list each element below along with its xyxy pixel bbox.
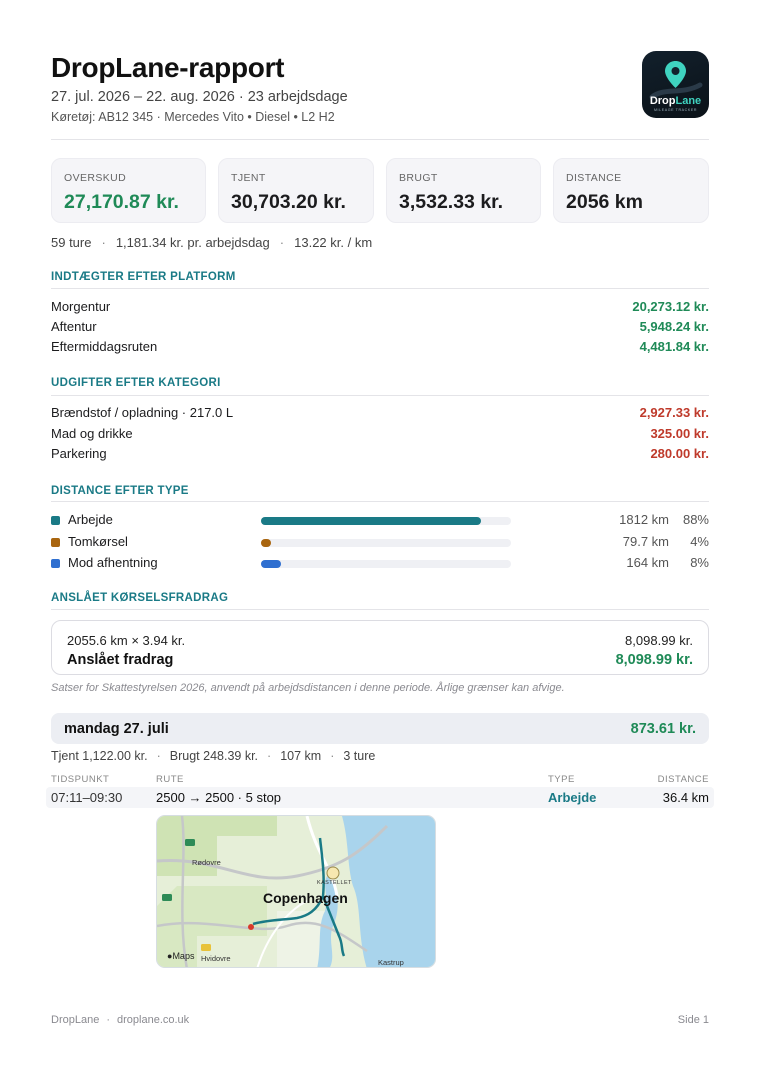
map-label-rodovre: Rødovre (192, 858, 221, 867)
progress-track (261, 539, 511, 547)
trip-distance: 36.4 km (662, 790, 709, 805)
progress-fill (261, 560, 281, 568)
section-divider (51, 609, 709, 610)
logo-tagline: MILEAGE TRACKER (653, 108, 698, 112)
column-header-route: RUTE (156, 774, 184, 785)
map-graphic (157, 816, 435, 967)
section-divider (51, 501, 709, 502)
income-row: Morgentur 20,273.12 kr. (51, 299, 709, 314)
trip-route: 2500 → 2500 · 5 stop (156, 790, 282, 805)
expense-row: Parkering 280.00 kr. (51, 446, 709, 461)
footer-link[interactable]: droplane.co.uk (117, 1014, 190, 1026)
day-value: 873.61 kr. (630, 721, 696, 737)
section-title-distance: DISTANCE EFTER TYPE (51, 485, 189, 497)
card-label: TJENT (231, 172, 266, 184)
deduction-formula: 2055.6 km × 3.94 kr. (67, 633, 186, 648)
apple-icon: ● (167, 951, 173, 961)
income-row: Eftermiddagsruten 4,481.84 kr. (51, 339, 709, 354)
expense-row: Mad og drikke 325.00 kr. (51, 426, 709, 441)
deduction-total-label: Anslået fradrag (67, 652, 174, 668)
report-period: 27. jul. 2026 – 22. aug. 2026 · 23 arbej… (51, 89, 348, 105)
report-title: DropLane-rapport (51, 52, 285, 83)
day-header: mandag 27. juli 873.61 kr. (51, 713, 709, 744)
stat-trips: 59 ture (51, 235, 92, 250)
card-label: OVERSKUD (64, 172, 127, 184)
map-pin-icon (649, 61, 703, 100)
income-row: Aftentur 5,948.24 kr. (51, 319, 709, 334)
card-value: 30,703.20 kr. (231, 191, 346, 213)
card-label: BRUGT (399, 172, 438, 184)
card-profit: OVERSKUD 27,170.87 kr. (51, 158, 206, 223)
distance-row: Tomkørsel 79.7 km 4% (51, 534, 709, 552)
legend-swatch (51, 516, 60, 525)
progress-track (261, 517, 511, 525)
card-value: 2056 km (566, 191, 643, 213)
section-divider (51, 288, 709, 289)
route-map[interactable]: Rødovre KASTELLET Copenhagen Hvidovre Ka… (156, 815, 436, 968)
card-value: 27,170.87 kr. (64, 191, 179, 213)
progress-track (261, 560, 511, 568)
stat-per-km: 13.22 kr. / km (294, 235, 373, 250)
distance-row: Arbejde 1812 km 88% (51, 512, 709, 530)
trip-time: 07:11–09:30 (51, 790, 123, 805)
vehicle-info: Køretøj: AB12 345 · Mercedes Vito • Dies… (51, 110, 335, 124)
section-divider (51, 395, 709, 396)
progress-fill (261, 517, 481, 525)
map-label-city: Copenhagen (263, 890, 348, 906)
progress-fill (261, 539, 271, 547)
legend-swatch (51, 538, 60, 547)
droplane-logo: DropLane MILEAGE TRACKER (642, 51, 709, 118)
table-row: 07:11–09:30 2500 → 2500 · 5 stop Arbejde… (46, 787, 714, 808)
day-stats: Tjent 1,122.00 kr. · Brugt 248.39 kr. · 107 … (51, 749, 376, 763)
deduction-formula-value: 8,098.99 kr. (625, 633, 693, 648)
deduction-total-value: 8,098.99 kr. (615, 652, 693, 668)
card-distance: DISTANCE 2056 km (553, 158, 709, 223)
header-divider (51, 139, 709, 140)
column-header-time: TIDSPUNKT (51, 774, 110, 785)
day-name: mandag 27. juli (64, 721, 169, 737)
card-label: DISTANCE (566, 172, 622, 184)
stat-per-day: 1,181.34 kr. pr. arbejdsdag (115, 235, 270, 250)
expense-row: Brændstof / opladning · 217.0 L 2,927.33 … (51, 405, 709, 420)
section-title-deduction: ANSLÅET KØRSELSFRADRAG (51, 592, 229, 604)
map-label-hvidovre: Hvidovre (201, 954, 231, 963)
maps-attribution: ●Maps (167, 951, 195, 961)
deduction-box: 2055.6 km × 3.94 kr. 8,098.99 kr. Anslåe… (51, 620, 709, 675)
section-title-income: INDTÆGTER EFTER PLATFORM (51, 271, 236, 283)
deduction-note: Satser for Skattestyrelsen 2026, anvendt… (51, 682, 565, 694)
footer-brand: DropLane · droplane.co.uk (51, 1014, 190, 1026)
column-header-type: TYPE (548, 774, 575, 785)
section-title-expenses: UDGIFTER EFTER KATEGORI (51, 377, 221, 389)
summary-stats: 59 ture · 1,181.34 kr. pr. arbejdsdag · 13.2… (51, 235, 373, 250)
card-spent: BRUGT 3,532.33 kr. (386, 158, 541, 223)
card-earned: TJENT 30,703.20 kr. (218, 158, 374, 223)
logo-wordmark: DropLane (649, 95, 702, 107)
column-header-distance: DISTANCE (657, 774, 709, 785)
page-number: Side 1 (677, 1014, 709, 1026)
map-label-kastrup: Kastrup (378, 958, 404, 967)
card-value: 3,532.33 kr. (399, 191, 504, 213)
map-label-kastellet: KASTELLET (317, 880, 352, 886)
distance-row: Mod afhentning 164 km 8% (51, 555, 709, 573)
legend-swatch (51, 559, 60, 568)
trip-type: Arbejde (548, 790, 597, 805)
